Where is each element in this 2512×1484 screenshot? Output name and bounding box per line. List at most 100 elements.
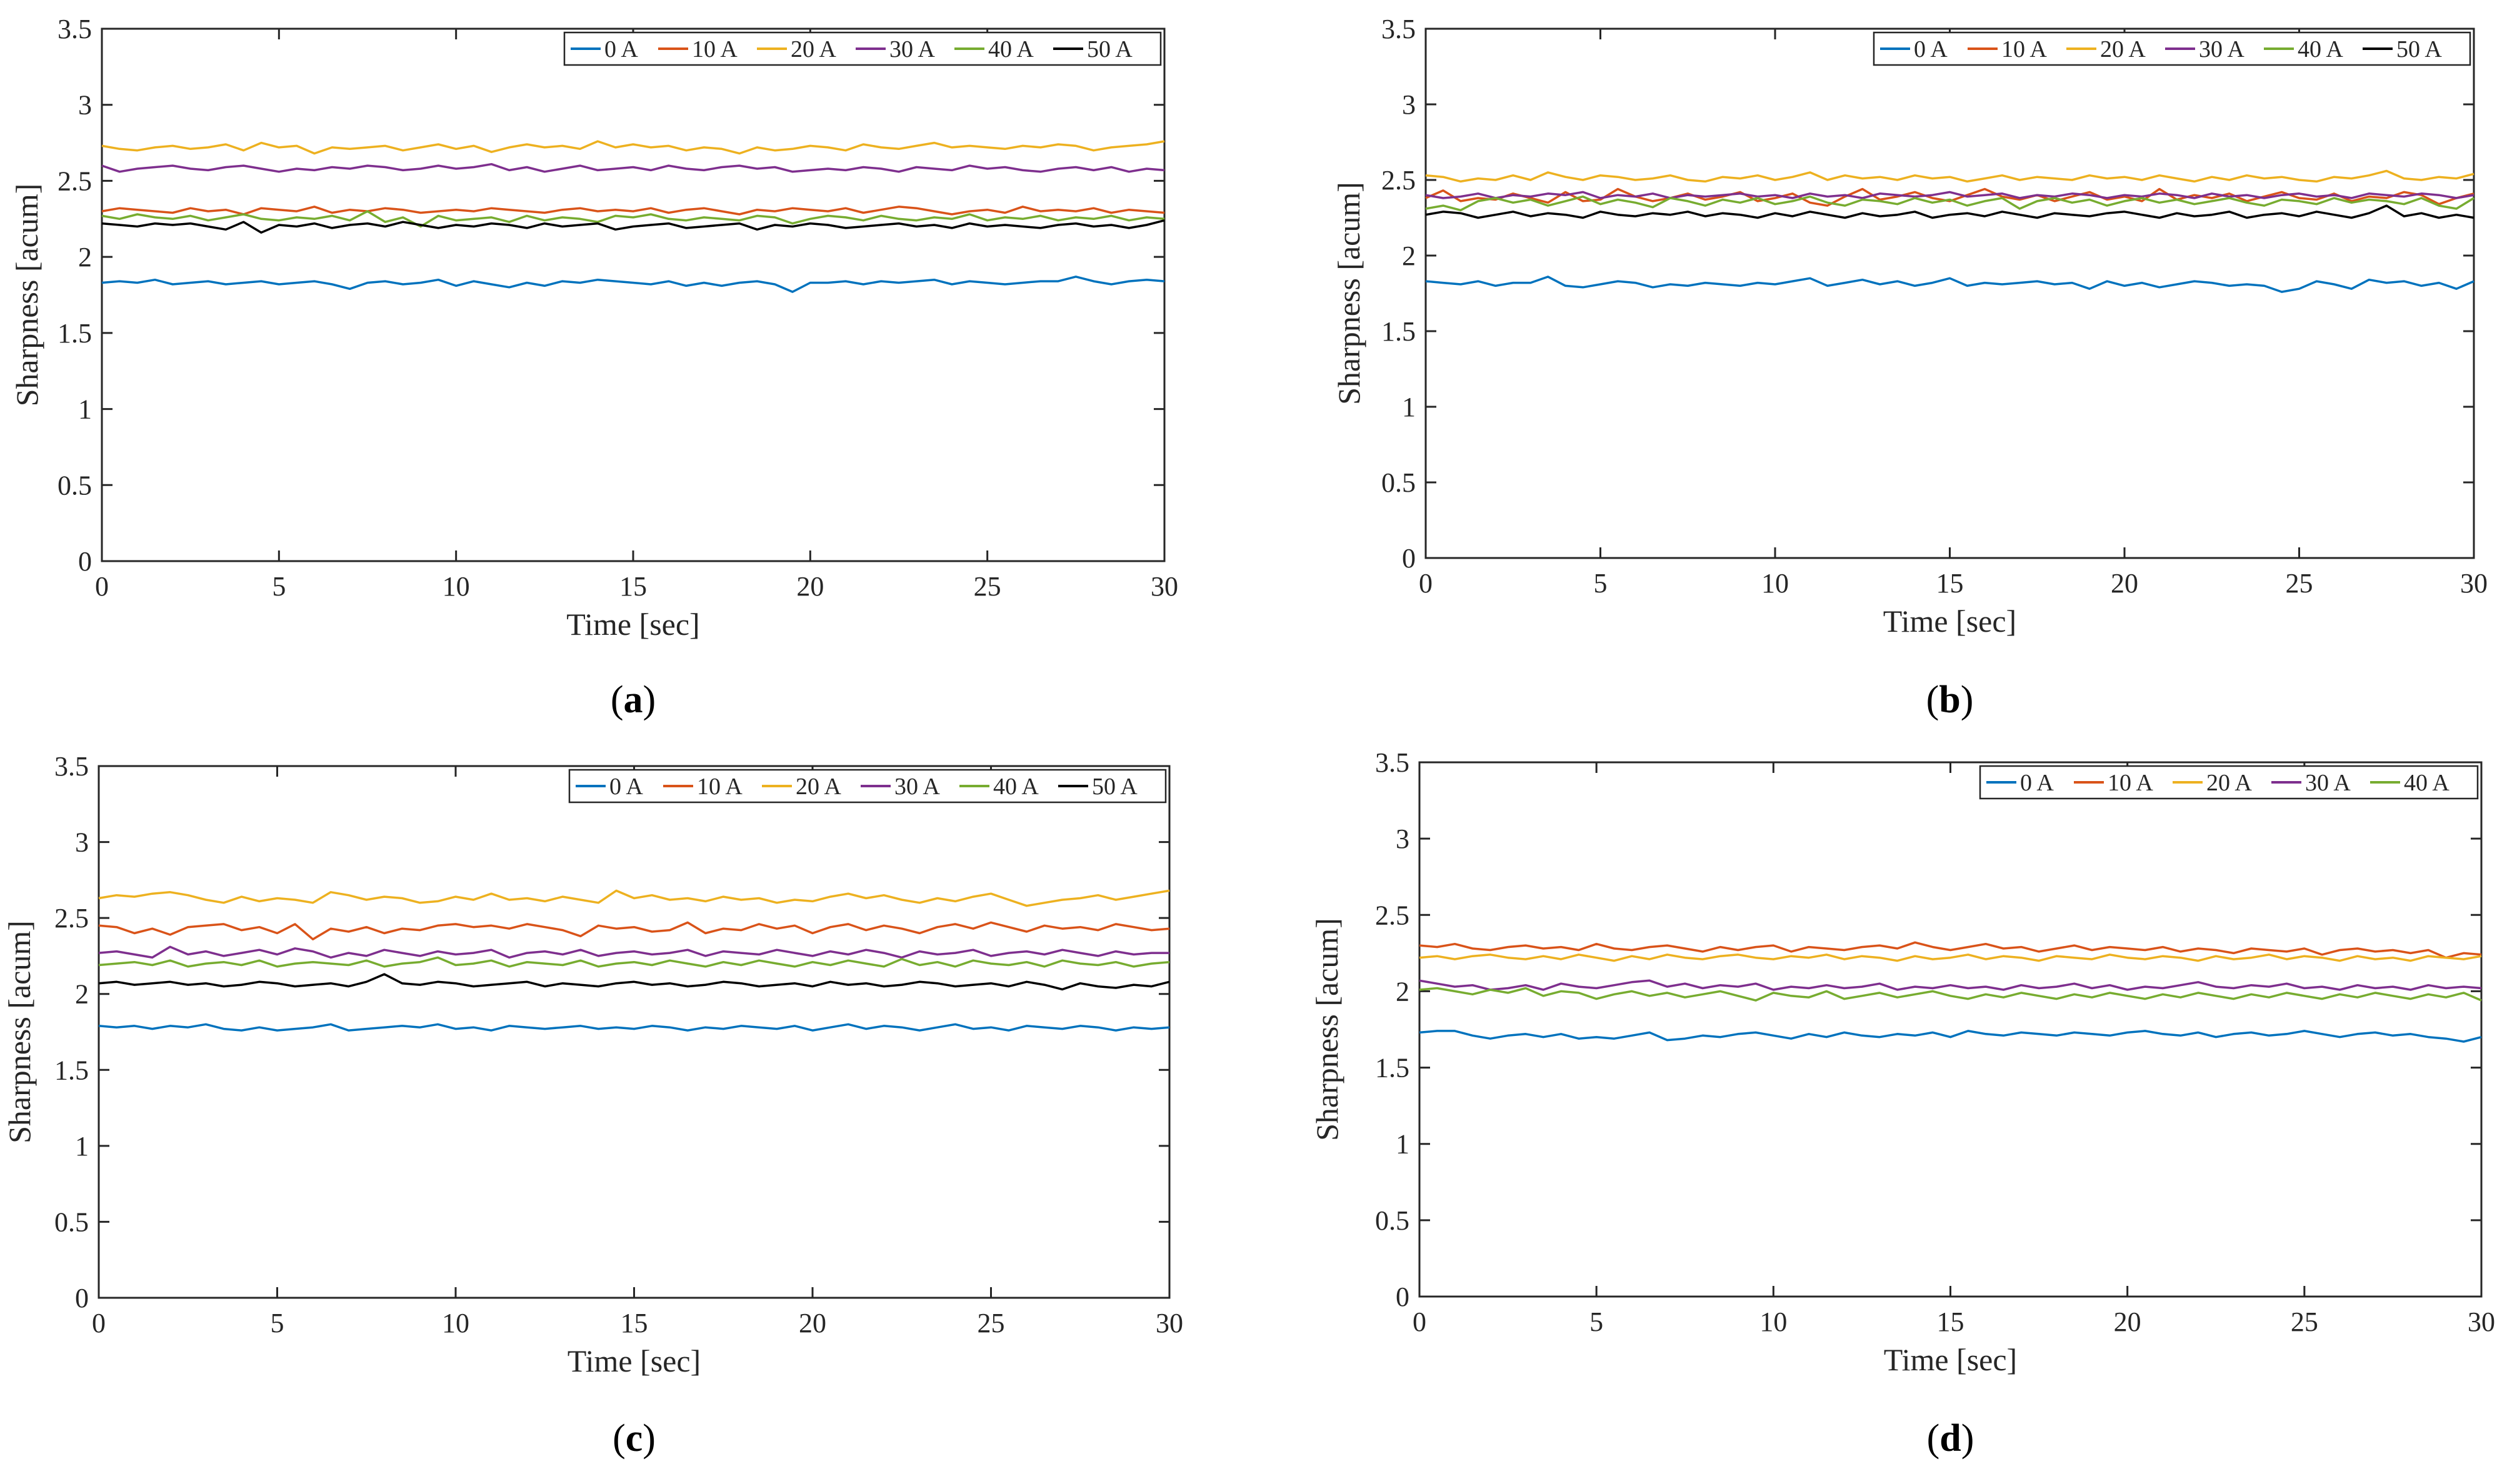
legend-label: 30 A bbox=[2305, 770, 2351, 796]
x-tick-label: 30 bbox=[2460, 568, 2488, 599]
y-tick-label: 3 bbox=[1396, 824, 1409, 854]
y-tick-label: 1 bbox=[78, 394, 92, 425]
panel-b-chart: 0 5 10 15 20 25 30 0 0.5 1 1.5 2 2.5 3 3.5 Time [sec] Sh… bbox=[1331, 14, 2488, 721]
legend-label: 30 A bbox=[894, 774, 940, 800]
x-tick-label: 25 bbox=[978, 1308, 1005, 1338]
panel-d-chart: 0 5 10 15 20 25 30 0 0.5 1 1.5 2 2.5 3 3.5 Time [sec] Sh… bbox=[1309, 747, 2495, 1460]
legend-label: 10 A bbox=[697, 774, 743, 800]
y-tick-label: 2 bbox=[1396, 976, 1409, 1007]
series-line-20a bbox=[98, 889, 1170, 907]
legend-label: 40 A bbox=[988, 36, 1034, 62]
series-line-10a bbox=[1419, 941, 2482, 959]
legend-label: 20 A bbox=[796, 774, 841, 800]
series-line-20a bbox=[1425, 169, 2474, 183]
series-line-40a bbox=[98, 956, 1170, 968]
y-tick-label: 3.5 bbox=[54, 751, 89, 782]
y-axis-label: Sharpness [acum] bbox=[1331, 182, 1366, 405]
legend-label: 10 A bbox=[692, 36, 738, 62]
legend-label: 40 A bbox=[2404, 770, 2449, 796]
legend-label: 20 A bbox=[791, 36, 836, 62]
x-tick-label: 30 bbox=[2468, 1307, 2495, 1337]
plot-area-frame bbox=[98, 765, 1171, 1299]
x-tick-label: 5 bbox=[272, 571, 286, 602]
x-tick-label: 20 bbox=[799, 1308, 826, 1338]
panel-a-chart: 0 5 10 15 20 25 30 0 0.5 1 1.5 2 2.5 3 3.5 Time [sec] Sh… bbox=[9, 14, 1178, 721]
x-tick-label: 0 bbox=[95, 571, 109, 602]
series-line-40a bbox=[1425, 195, 2474, 212]
panel-caption: (a) bbox=[611, 679, 656, 721]
series-line-30a bbox=[98, 945, 1169, 959]
x-tick-label: 10 bbox=[442, 1308, 469, 1338]
y-tick-label: 3 bbox=[1402, 89, 1416, 120]
series-line-0a bbox=[1425, 276, 2474, 293]
x-tick-label: 0 bbox=[92, 1308, 106, 1338]
y-tick-label: 2.5 bbox=[1381, 165, 1416, 196]
y-tick-label: 0.5 bbox=[58, 470, 92, 500]
x-tick-label: 30 bbox=[1156, 1308, 1183, 1338]
x-tick-label: 0 bbox=[1419, 568, 1433, 599]
series-line-50a bbox=[1425, 204, 2474, 219]
y-tick-label: 2.5 bbox=[54, 903, 89, 934]
y-tick-label: 1 bbox=[75, 1131, 89, 1162]
y-tick-label: 1.5 bbox=[58, 318, 92, 349]
y-tick-label: 0 bbox=[75, 1283, 89, 1313]
y-tick-label: 0 bbox=[78, 546, 92, 577]
panel-caption: (c) bbox=[613, 1417, 656, 1460]
plot-area-frame bbox=[1418, 761, 2483, 1298]
y-tick-label: 2.5 bbox=[58, 166, 92, 196]
x-tick-label: 15 bbox=[1936, 568, 1964, 599]
legend-label: 20 A bbox=[2100, 36, 2146, 62]
series-line-10a bbox=[98, 921, 1170, 940]
plot-area-frame bbox=[101, 27, 1166, 562]
x-axis-label: Time [sec] bbox=[568, 1343, 701, 1378]
series-line-30a bbox=[1425, 191, 2474, 199]
series-line-0a bbox=[1419, 1030, 2482, 1043]
legend-label: 50 A bbox=[1092, 774, 1138, 800]
y-tick-label: 3.5 bbox=[1375, 747, 1409, 778]
x-tick-label: 10 bbox=[1759, 1307, 1787, 1337]
series-line-50a bbox=[101, 219, 1165, 234]
y-tick-label: 3.5 bbox=[1381, 14, 1416, 44]
series-line-40a bbox=[1419, 987, 2482, 1002]
y-axis-label: Sharpness [acum] bbox=[2, 920, 37, 1143]
series-line-20a bbox=[101, 140, 1165, 155]
x-axis-label: Time [sec] bbox=[566, 607, 699, 642]
x-tick-label: 25 bbox=[974, 571, 1001, 602]
y-tick-label: 2 bbox=[75, 979, 89, 1010]
x-tick-label: 20 bbox=[796, 571, 824, 602]
series-line-20a bbox=[1419, 954, 2482, 962]
plot-area-frame bbox=[1424, 27, 2475, 559]
panel-caption: (d) bbox=[1927, 1417, 1974, 1460]
x-tick-label: 30 bbox=[1151, 571, 1178, 602]
y-tick-label: 1.5 bbox=[1375, 1053, 1409, 1083]
x-tick-label: 5 bbox=[1594, 568, 1608, 599]
y-tick-label: 2.5 bbox=[1375, 900, 1409, 930]
x-tick-label: 0 bbox=[1413, 1307, 1426, 1337]
x-tick-label: 10 bbox=[443, 571, 470, 602]
x-tick-label: 15 bbox=[619, 571, 647, 602]
x-tick-label: 25 bbox=[2286, 568, 2313, 599]
legend-label: 0 A bbox=[604, 36, 638, 62]
x-axis-label: Time [sec] bbox=[1883, 604, 2016, 639]
series-line-0a bbox=[98, 1023, 1170, 1032]
series-line-10a bbox=[1425, 187, 2474, 207]
legend-label: 0 A bbox=[2020, 770, 2054, 796]
y-tick-label: 0.5 bbox=[54, 1207, 89, 1237]
x-tick-label: 15 bbox=[1937, 1307, 1964, 1337]
y-tick-label: 1 bbox=[1396, 1129, 1409, 1160]
legend: 0 A 10 A 20 A 30 A 40 A 50 A bbox=[563, 31, 1162, 66]
legend-label: 40 A bbox=[2298, 36, 2343, 62]
y-tick-label: 3 bbox=[78, 90, 92, 121]
y-tick-label: 0.5 bbox=[1381, 467, 1416, 498]
series-line-30a bbox=[1419, 979, 2482, 991]
legend: 0 A 10 A 20 A 30 A 40 A bbox=[1979, 765, 2479, 800]
y-tick-label: 3.5 bbox=[58, 14, 92, 44]
legend-label: 30 A bbox=[889, 36, 935, 62]
panel-caption: (b) bbox=[1926, 679, 1974, 721]
x-tick-label: 5 bbox=[271, 1308, 284, 1338]
y-tick-label: 2 bbox=[78, 242, 92, 272]
y-tick-label: 3 bbox=[75, 827, 89, 858]
series-line-0a bbox=[101, 276, 1165, 293]
y-tick-label: 1 bbox=[1402, 392, 1416, 422]
panel-c-chart: 0 5 10 15 20 25 30 0 0.5 1 1.5 2 2.5 3 3.5 Time [sec] Sh… bbox=[2, 751, 1183, 1460]
